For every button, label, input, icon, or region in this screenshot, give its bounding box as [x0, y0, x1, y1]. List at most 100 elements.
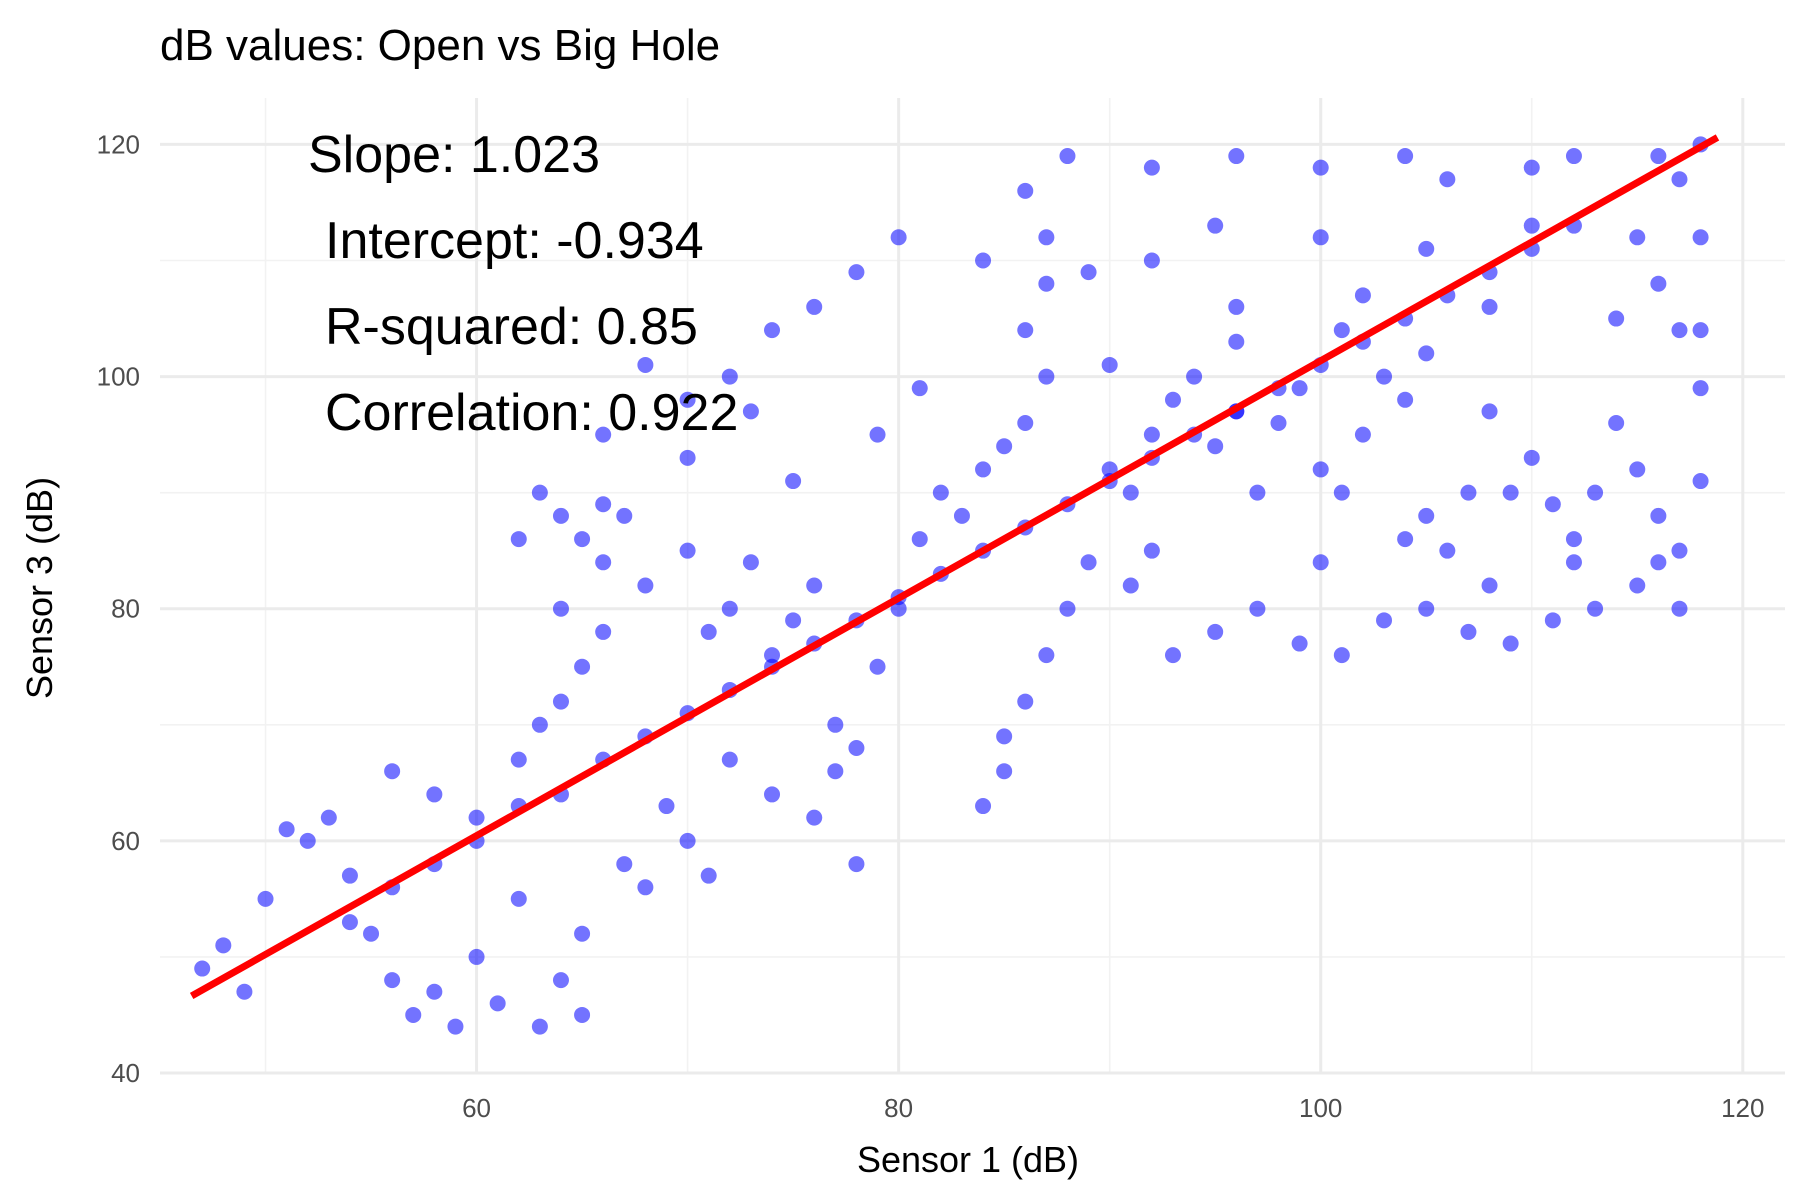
data-point: [1692, 229, 1709, 246]
data-point: [1228, 298, 1245, 315]
y-tick-label: 60: [111, 826, 140, 856]
data-point: [552, 507, 569, 524]
data-point: [1397, 391, 1414, 408]
x-tick-label: 100: [1299, 1093, 1342, 1123]
data-point: [1122, 577, 1139, 594]
data-point: [616, 507, 633, 524]
data-point: [1143, 542, 1160, 559]
data-point: [1186, 368, 1203, 385]
data-point: [764, 786, 781, 803]
data-point: [405, 1006, 422, 1023]
data-point: [299, 832, 316, 849]
data-point: [742, 554, 759, 571]
data-point: [1017, 322, 1034, 339]
data-point: [1164, 391, 1181, 408]
data-point: [1143, 252, 1160, 269]
data-point: [552, 600, 569, 617]
data-point: [1523, 217, 1540, 234]
data-point: [552, 972, 569, 989]
points-layer: [194, 136, 1709, 1035]
data-point: [1544, 496, 1561, 513]
x-tick-label: 60: [462, 1093, 491, 1123]
data-point: [1650, 275, 1667, 292]
data-point: [1038, 647, 1055, 664]
data-point: [531, 1018, 548, 1035]
data-point: [975, 798, 992, 815]
data-point: [932, 484, 949, 501]
data-point: [1354, 287, 1371, 304]
data-point: [595, 554, 612, 571]
data-point: [1333, 484, 1350, 501]
data-point: [848, 740, 865, 756]
data-point: [1692, 473, 1709, 490]
data-point: [869, 426, 886, 443]
data-point: [1587, 600, 1604, 617]
y-tick-label: 100: [97, 362, 140, 392]
tick-labels: 60 80 100 120 40 60 80 100 120: [97, 129, 1765, 1123]
data-point: [1017, 182, 1034, 199]
data-point: [1333, 322, 1350, 339]
data-point: [827, 716, 844, 733]
data-point: [1565, 554, 1582, 571]
fit-line-layer: [189, 134, 1720, 1000]
data-point: [1460, 623, 1477, 640]
data-point: [1439, 171, 1456, 188]
data-point: [616, 856, 633, 873]
data-point: [1481, 298, 1498, 315]
data-point: [1333, 647, 1350, 664]
data-point: [574, 1006, 591, 1023]
data-point: [236, 983, 253, 1000]
data-point: [1207, 438, 1224, 455]
data-point: [215, 937, 232, 954]
data-point: [1038, 368, 1055, 385]
data-point: [953, 507, 970, 524]
data-point: [679, 542, 696, 559]
data-point: [1354, 426, 1371, 443]
data-point: [742, 403, 759, 420]
data-point: [1207, 217, 1224, 234]
data-point: [764, 647, 781, 664]
data-point: [1312, 461, 1329, 478]
data-point: [700, 623, 717, 640]
x-axis-title: Sensor 1 (dB): [857, 1139, 1079, 1180]
data-point: [1397, 148, 1414, 165]
data-point: [1418, 345, 1435, 362]
data-point: [1481, 403, 1498, 420]
data-point: [1587, 484, 1604, 501]
data-point: [1608, 310, 1625, 327]
data-point: [1312, 229, 1329, 246]
data-point: [700, 867, 717, 884]
data-point: [1544, 612, 1561, 629]
grid-layer: [160, 98, 1785, 1075]
data-point: [827, 763, 844, 780]
data-point: [1671, 171, 1688, 188]
data-point: [574, 531, 591, 548]
data-point: [848, 856, 865, 873]
data-point: [574, 925, 591, 942]
data-point: [785, 612, 802, 629]
data-point: [1418, 240, 1435, 257]
data-point: [890, 600, 907, 617]
data-point: [679, 391, 696, 408]
data-point: [721, 751, 738, 768]
y-axis-title: Sensor 3 (dB): [19, 477, 60, 699]
y-tick-label: 40: [111, 1058, 140, 1088]
data-point: [531, 716, 548, 733]
data-point: [996, 763, 1013, 780]
data-point: [1038, 275, 1055, 292]
data-point: [1017, 693, 1034, 710]
data-point: [975, 461, 992, 478]
data-point: [911, 380, 928, 397]
data-point: [278, 821, 295, 838]
data-point: [637, 879, 654, 896]
data-point: [489, 995, 506, 1012]
data-point: [806, 809, 823, 826]
annotation-correlation: Correlation: 0.922: [325, 384, 738, 442]
data-point: [806, 298, 823, 315]
data-point: [574, 658, 591, 675]
data-point: [1481, 577, 1498, 594]
data-point: [595, 623, 612, 640]
data-point: [869, 658, 886, 675]
data-point: [975, 252, 992, 269]
